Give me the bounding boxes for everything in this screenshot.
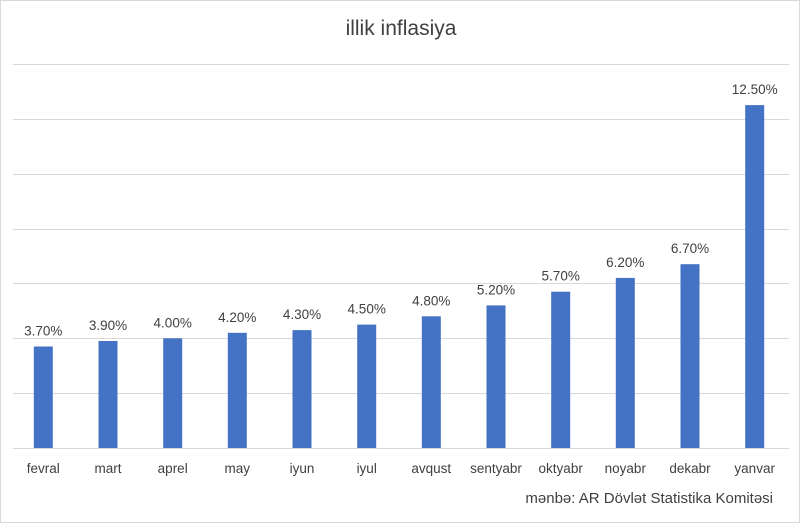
data-label-noyabr: 6.20% xyxy=(606,255,644,270)
x-tick-label-iyul: iyul xyxy=(357,461,377,476)
bar-iyul xyxy=(357,324,377,448)
x-tick-label-oktyabr: oktyabr xyxy=(539,461,584,476)
data-label-fevral: 3.70% xyxy=(24,324,62,339)
x-tick-label-avqust: avqust xyxy=(411,461,451,476)
chart-source-note: mənbə: AR Dövlət Statistika Komitəsi xyxy=(525,490,773,507)
data-label-aprel: 4.00% xyxy=(154,315,192,330)
bar-avqust xyxy=(421,316,441,448)
x-tick-label-may: may xyxy=(225,461,251,476)
x-tick-label-noyabr: noyabr xyxy=(605,461,647,476)
data-label-mart: 3.90% xyxy=(89,318,127,333)
data-label-sentyabr: 5.20% xyxy=(477,282,515,297)
data-label-iyun: 4.30% xyxy=(283,307,321,322)
bar-dekabr xyxy=(680,264,700,448)
bar-iyun xyxy=(292,330,312,448)
data-label-iyul: 4.50% xyxy=(348,302,386,317)
data-label-avqust: 4.80% xyxy=(412,293,450,308)
data-label-may: 4.20% xyxy=(218,310,256,325)
bar-may xyxy=(227,332,247,448)
bar-noyabr xyxy=(615,277,635,448)
x-tick-label-aprel: aprel xyxy=(158,461,188,476)
bar-oktyabr xyxy=(551,291,571,448)
x-tick-label-sentyabr: sentyabr xyxy=(470,461,522,476)
bar-fevral xyxy=(33,346,53,448)
x-tick-label-mart: mart xyxy=(95,461,122,476)
x-tick-label-dekabr: dekabr xyxy=(669,461,711,476)
data-label-dekabr: 6.70% xyxy=(671,241,709,256)
data-label-oktyabr: 5.70% xyxy=(542,269,580,284)
x-tick-label-yanvar: yanvar xyxy=(734,461,775,476)
x-tick-label-iyun: iyun xyxy=(290,461,315,476)
data-label-yanvar: 12.50% xyxy=(732,82,778,97)
bar-sentyabr xyxy=(486,305,506,448)
bar-yanvar xyxy=(745,105,765,448)
bar-mart xyxy=(98,341,118,448)
x-tick-label-fevral: fevral xyxy=(27,461,60,476)
chart-title: illik inflasiya xyxy=(345,17,457,40)
bar-aprel xyxy=(163,338,183,448)
